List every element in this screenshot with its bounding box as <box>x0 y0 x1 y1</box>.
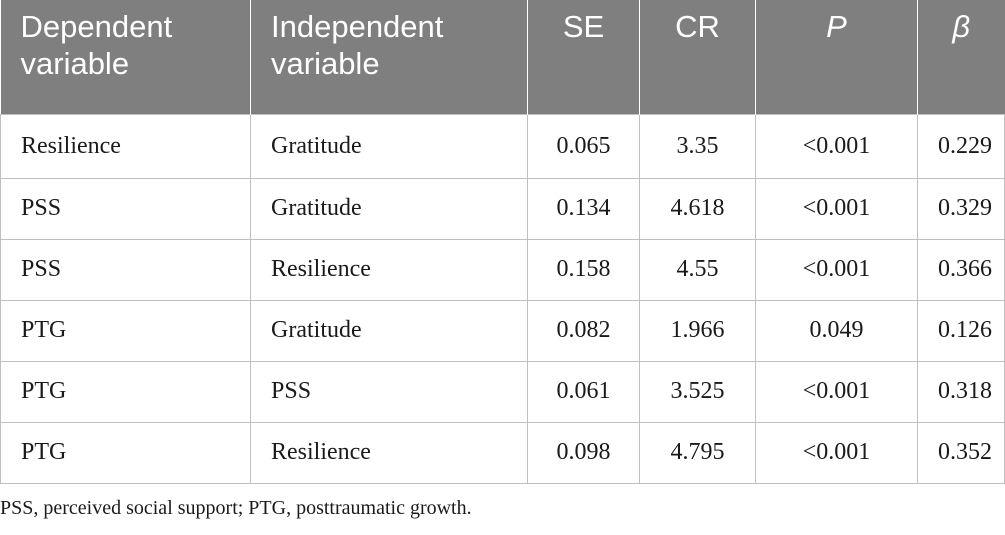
cell-independent: PSS <box>250 360 528 423</box>
cell-beta: 0.229 <box>917 113 1005 179</box>
table-row: Resilience Gratitude 0.065 3.35 <0.001 0… <box>0 113 1005 179</box>
cell-p: <0.001 <box>755 113 918 179</box>
cell-dependent: PSS <box>0 238 251 301</box>
cell-se: 0.082 <box>527 299 640 362</box>
cell-cr: 1.966 <box>639 299 756 362</box>
table-row: PTG PSS 0.061 3.525 <0.001 0.318 <box>0 360 1005 423</box>
cell-se: 0.061 <box>527 360 640 423</box>
table-row: PSS Gratitude 0.134 4.618 <0.001 0.329 <box>0 177 1005 240</box>
cell-beta: 0.352 <box>917 421 1005 484</box>
cell-se: 0.134 <box>527 177 640 240</box>
cell-dependent: PTG <box>0 421 251 484</box>
cell-independent: Resilience <box>250 238 528 301</box>
cell-dependent: PSS <box>0 177 251 240</box>
cell-se: 0.098 <box>527 421 640 484</box>
table-row: PSS Resilience 0.158 4.55 <0.001 0.366 <box>0 238 1005 301</box>
cell-dependent: Resilience <box>0 113 251 179</box>
table-header-row: Dependent variable Independent variable … <box>0 0 1005 114</box>
cell-beta: 0.318 <box>917 360 1005 423</box>
cell-cr: 3.35 <box>639 113 756 179</box>
cell-p: <0.001 <box>755 238 918 301</box>
cell-dependent: PTG <box>0 360 251 423</box>
cell-dependent: PTG <box>0 299 251 362</box>
cell-cr: 3.525 <box>639 360 756 423</box>
cell-cr: 4.795 <box>639 421 756 484</box>
results-table-container: Dependent variable Independent variable … <box>0 0 1005 484</box>
cell-p: 0.049 <box>755 299 918 362</box>
table-row: PTG Gratitude 0.082 1.966 0.049 0.126 <box>0 299 1005 362</box>
header-se: SE <box>527 0 640 114</box>
cell-independent: Gratitude <box>250 177 528 240</box>
cell-beta: 0.126 <box>917 299 1005 362</box>
cell-p: <0.001 <box>755 177 918 240</box>
cell-cr: 4.55 <box>639 238 756 301</box>
header-cr: CR <box>639 0 756 114</box>
cell-beta: 0.366 <box>917 238 1005 301</box>
cell-independent: Gratitude <box>250 299 528 362</box>
cell-cr: 4.618 <box>639 177 756 240</box>
table-row: PTG Resilience 0.098 4.795 <0.001 0.352 <box>0 421 1005 484</box>
header-independent-variable: Independent variable <box>250 0 528 114</box>
header-dependent-variable: Dependent variable <box>0 0 251 114</box>
cell-beta: 0.329 <box>917 177 1005 240</box>
cell-independent: Resilience <box>250 421 528 484</box>
regression-results-table: Dependent variable Independent variable … <box>0 0 1005 484</box>
cell-independent: Gratitude <box>250 113 528 179</box>
cell-se: 0.158 <box>527 238 640 301</box>
header-beta: β <box>917 0 1005 114</box>
header-p: P <box>755 0 918 114</box>
cell-se: 0.065 <box>527 113 640 179</box>
cell-p: <0.001 <box>755 360 918 423</box>
cell-p: <0.001 <box>755 421 918 484</box>
table-footnote: PSS, perceived social support; PTG, post… <box>0 497 472 519</box>
